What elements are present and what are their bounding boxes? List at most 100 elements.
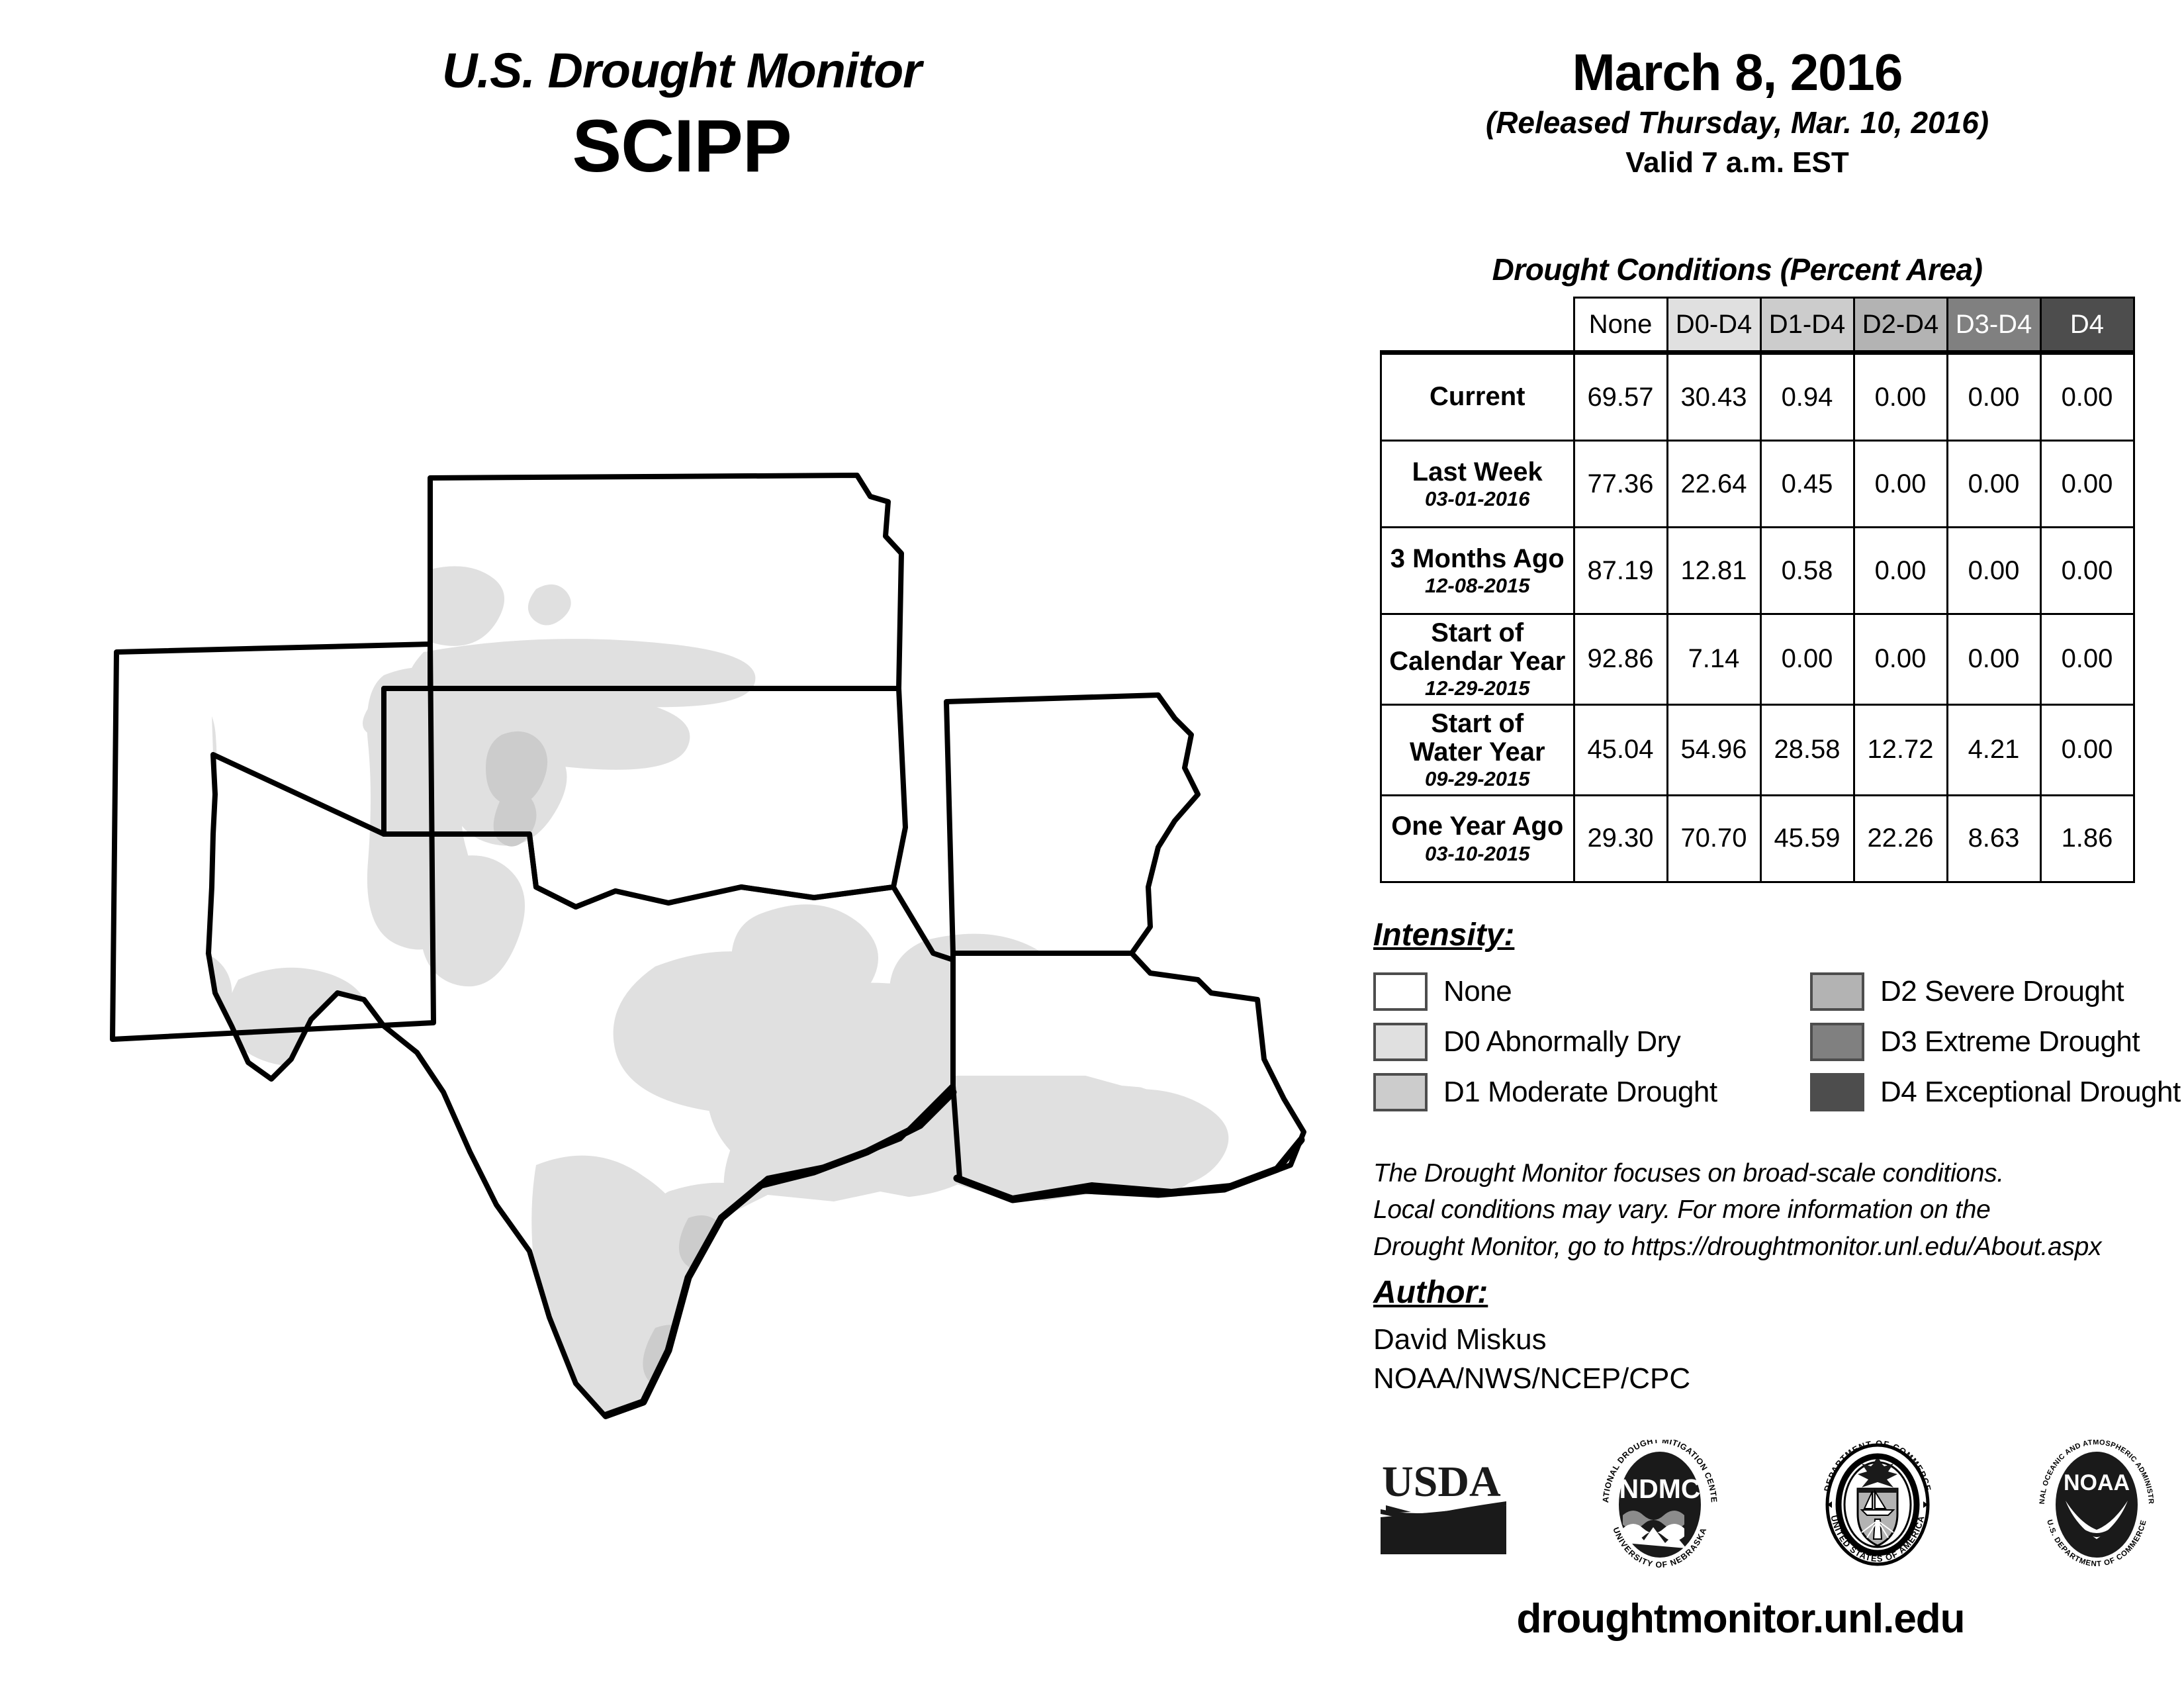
column-header-none: None (1572, 297, 1668, 353)
row-label-line: Current (1430, 382, 1525, 412)
svg-text:NDMC: NDMC (1619, 1474, 1701, 1504)
legend-swatch (1810, 1073, 1864, 1111)
table-cell-none: 87.19 (1572, 526, 1668, 615)
row-label: Start of Water Year 09-29-2015 (1380, 703, 1575, 796)
row-label-line: 3 Months Ago (1390, 543, 1565, 573)
legend-swatch (1810, 972, 1864, 1011)
table-cell-d4: 0.00 (2039, 703, 2135, 796)
table-row: One Year Ago 03-10-2015 29.30 70.70 45.59 22.… (1380, 794, 2135, 883)
legend-label: D1 Moderate Drought (1443, 1076, 1717, 1108)
legend-label: D2 Severe Drought (1880, 975, 2124, 1008)
usda-logo: USDA (1377, 1448, 1509, 1564)
table-cell-d0-d4: 12.81 (1666, 526, 1762, 615)
table-row: 3 Months Ago 12-08-2015 87.19 12.81 0.58 0.00… (1380, 526, 2135, 615)
legend-item: None (1373, 966, 1810, 1017)
ndmc-logo: NDMC NATIONAL DROUGHT MITIGATION CENTER … (1591, 1432, 1726, 1572)
row-date: 03-10-2015 (1424, 841, 1530, 865)
logo-row: USDA NDMC NATIONAL DROUGHT MITIGATION CE… (1377, 1432, 2164, 1572)
column-header-d2-d4: D2-D4 (1852, 297, 1948, 353)
legend-item: D1 Moderate Drought (1373, 1067, 1810, 1117)
table-cell-d4: 0.00 (2039, 526, 2135, 615)
table-cell-d1-d4: 0.94 (1759, 350, 1855, 442)
row-date: 09-29-2015 (1424, 767, 1530, 791)
svg-text:NOAA: NOAA (2064, 1470, 2130, 1495)
date-block: March 8, 2016 (Released Thursday, Mar. 1… (1330, 46, 2144, 177)
author-heading: Author: (1373, 1275, 1488, 1310)
table-cell-d0-d4: 70.70 (1666, 794, 1762, 883)
table-corner-cell (1381, 298, 1574, 353)
disclaimer-line-3: Drought Monitor, go to https://droughtmo… (1373, 1232, 2102, 1261)
row-label: Last Week 03-01-2016 (1380, 440, 1575, 528)
table-cell-d1-d4: 28.58 (1759, 703, 1855, 796)
legend-swatch (1373, 1023, 1428, 1061)
row-label-line: One Year Ago (1391, 812, 1564, 841)
row-label-line: Calendar Year (1389, 647, 1566, 677)
title-block: U.S. Drought Monitor SCIPP (285, 46, 1079, 185)
intensity-legend: None D2 Severe Drought D0 Abnormally Dry D3… (1373, 966, 2181, 1117)
author-name: David Miskus (1373, 1323, 1547, 1356)
row-label-line: Start of (1431, 708, 1524, 738)
table-cell-d3-d4: 4.21 (1946, 703, 2042, 796)
table-cell-d1-d4: 0.58 (1759, 526, 1855, 615)
scipp-drought-map (73, 424, 1330, 1430)
intensity-heading: Intensity: (1373, 917, 1515, 953)
table-cell-d2-d4: 12.72 (1852, 703, 1948, 796)
table-cell-d4: 0.00 (2039, 440, 2135, 528)
disclaimer-line-2: Local conditions may vary. For more info… (1373, 1196, 1991, 1225)
table-cell-d2-d4: 0.00 (1852, 613, 1948, 706)
author-affiliation: NOAA/NWS/NCEP/CPC (1373, 1362, 1691, 1395)
footer-url: droughtmonitor.unl.edu (1516, 1596, 1965, 1642)
table-cell-none: 92.86 (1572, 613, 1668, 706)
table-row: Start of Calendar Year 12-29-2015 92.86 7.14… (1380, 613, 2135, 706)
row-date: 12-08-2015 (1424, 573, 1530, 597)
column-header-d4: D4 (2039, 297, 2135, 353)
page-title: U.S. Drought Monitor (442, 43, 922, 98)
legend-swatch (1810, 1023, 1864, 1061)
table-cell-none: 45.04 (1572, 703, 1668, 796)
table-cell-d2-d4: 0.00 (1852, 440, 1948, 528)
legend-label: D0 Abnormally Dry (1443, 1025, 1681, 1058)
disclaimer-line-1: The Drought Monitor focuses on broad-sca… (1373, 1159, 2004, 1188)
table-row: Last Week 03-01-2016 77.36 22.64 0.45 0.00 0.0… (1380, 440, 2135, 528)
row-date: 03-01-2016 (1424, 487, 1530, 510)
legend-item: D3 Extreme Drought (1810, 1017, 2181, 1067)
table-cell-d0-d4: 7.14 (1666, 613, 1762, 706)
legend-label: None (1443, 975, 1512, 1008)
table-cell-d4: 0.00 (2039, 350, 2135, 442)
region-title: SCIPP (572, 105, 792, 187)
table-caption: Drought Conditions (Percent Area) (1492, 252, 1983, 287)
table-cell-d1-d4: 45.59 (1759, 794, 1855, 883)
table-cell-d0-d4: 22.64 (1666, 440, 1762, 528)
svg-text:USDA: USDA (1382, 1458, 1501, 1506)
table-cell-d2-d4: 22.26 (1852, 794, 1948, 883)
noaa-logo: NOAA NATIONAL OCEANIC AND ATMOSPHERIC AD… (2026, 1434, 2164, 1572)
table-cell-d3-d4: 0.00 (1946, 440, 2042, 528)
table-cell-d0-d4: 30.43 (1666, 350, 1762, 442)
release-date: (Released Thursday, Mar. 10, 2016) (1485, 105, 1989, 140)
table-row: Current 69.57 30.43 0.94 0.00 0.00 0.00 (1380, 350, 2135, 442)
table-cell-d1-d4: 0.45 (1759, 440, 1855, 528)
legend-item: D4 Exceptional Drought (1810, 1067, 2181, 1117)
table-cell-none: 29.30 (1572, 794, 1668, 883)
row-label: 3 Months Ago 12-08-2015 (1380, 526, 1575, 615)
column-header-d3-d4: D3-D4 (1946, 297, 2042, 353)
valid-date: March 8, 2016 (1572, 43, 1903, 101)
table-cell-none: 77.36 (1572, 440, 1668, 528)
valid-time: Valid 7 a.m. EST (1625, 146, 1849, 179)
legend-item: D2 Severe Drought (1810, 966, 2181, 1017)
row-label: Start of Calendar Year 12-29-2015 (1380, 613, 1575, 706)
row-label: One Year Ago 03-10-2015 (1380, 794, 1575, 883)
column-header-d1-d4: D1-D4 (1759, 297, 1855, 353)
legend-item: D0 Abnormally Dry (1373, 1017, 1810, 1067)
row-date: 12-29-2015 (1424, 677, 1530, 700)
table-header-row: None D0-D4 D1-D4 D2-D4 D3-D4 D4 (1381, 297, 2135, 353)
table-cell-d0-d4: 54.96 (1666, 703, 1762, 796)
table-cell-d3-d4: 8.63 (1946, 794, 2042, 883)
drought-conditions-table: None D0-D4 D1-D4 D2-D4 D3-D4 D4 Current 6… (1380, 297, 2135, 883)
department-of-commerce-seal: DEPARTMENT OF COMMERCE UNITED STATES OF … (1811, 1438, 1944, 1572)
legend-label: D3 Extreme Drought (1880, 1025, 2140, 1058)
table-cell-d1-d4: 0.00 (1759, 613, 1855, 706)
column-header-d0-d4: D0-D4 (1666, 297, 1762, 353)
table-cell-d2-d4: 0.00 (1852, 526, 1948, 615)
table-cell-d3-d4: 0.00 (1946, 526, 2042, 615)
